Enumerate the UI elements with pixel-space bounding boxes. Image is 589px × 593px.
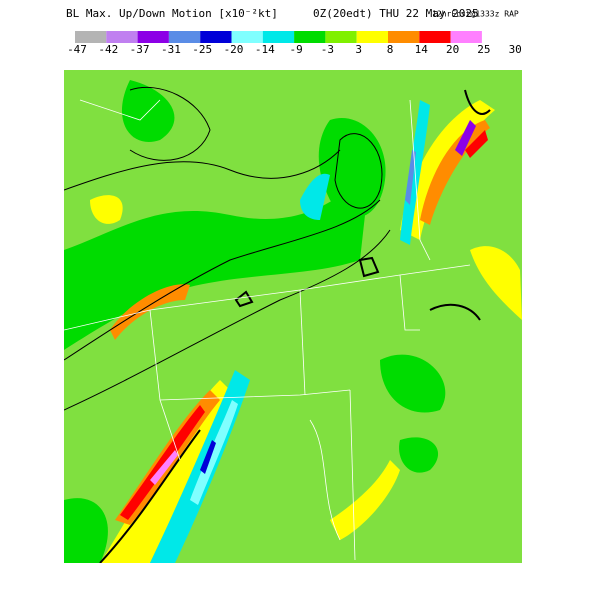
legend-swatch <box>388 31 420 43</box>
legend-swatch <box>106 31 138 43</box>
legend-swatch <box>75 31 107 43</box>
legend-label: 25 <box>477 43 490 56</box>
legend-label: 3 <box>355 43 362 56</box>
down-motion-areas <box>64 80 446 563</box>
legend-swatch <box>356 31 388 43</box>
title: BL Max. Up/Down Motion [x10⁻²kt] <box>66 7 278 20</box>
model-run: 12hrFcst@1333z RAP <box>432 10 519 19</box>
legend-label: -3 <box>321 43 334 56</box>
contours <box>64 86 491 563</box>
legend-label: 30 <box>509 43 522 56</box>
legend-swatch <box>200 31 232 43</box>
legend-label: 8 <box>387 43 394 56</box>
legend-swatch <box>450 31 482 43</box>
legend-label: -47 <box>67 43 87 56</box>
legend-swatch <box>419 31 451 43</box>
state-borders <box>64 99 471 561</box>
legend-swatch <box>231 31 263 43</box>
legend-label: -25 <box>192 43 212 56</box>
legend-label: -37 <box>130 43 150 56</box>
legend-swatch <box>262 31 295 43</box>
legend-swatch <box>294 31 326 43</box>
legend-label: 14 <box>415 43 429 56</box>
map <box>64 70 522 563</box>
legend-label: 20 <box>446 43 459 56</box>
legend-swatch <box>137 31 169 43</box>
legend-label: -9 <box>289 43 302 56</box>
title-bar: BL Max. Up/Down Motion [x10⁻²kt] 0Z(20ed… <box>66 7 519 20</box>
valid-time: 0Z(20edt) THU 22 May 2025 <box>313 7 479 20</box>
color-legend: -47 -42 -37 -31 -25 -20 -14 -9 -3 3 8 14 20 25 30 <box>67 31 522 56</box>
legend-swatch <box>168 31 201 43</box>
legend-label: -42 <box>98 43 118 56</box>
legend-label: -14 <box>255 43 275 56</box>
legend-label: -20 <box>224 43 244 56</box>
legend-swatch <box>325 31 357 43</box>
legend-label: -31 <box>161 43 181 56</box>
